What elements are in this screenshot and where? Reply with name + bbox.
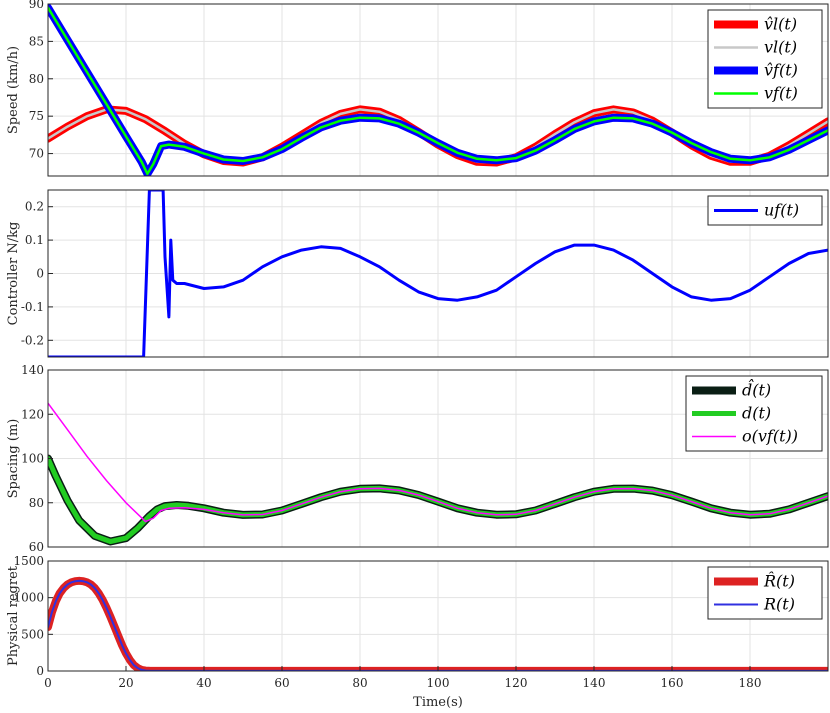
legend: R̂(t) R(t) [707,566,823,620]
series-line-4 [48,6,828,176]
legend-label: vf(t) [764,84,798,103]
legend-label: o(vf(t)) [742,427,798,446]
y-tick-label: 0.1 [25,233,44,247]
legend-label: d(t) [742,404,771,423]
y-tick-label: 1500 [13,554,44,568]
y-axis-label: Speed (km/h) [6,46,21,134]
legend: v̂l(t) vl(t) v̂f(t) vf(t) [707,9,823,109]
panel-3: 60 80 100 120 140 Spacing (m) d̂(t) d(t) o(vf(t)… [6,363,829,554]
y-tick-label: -0.1 [21,300,44,314]
x-axis-label: Time(s) [413,695,463,710]
series-group [48,4,828,176]
y-axis-label: Physical regret [6,565,21,666]
y-axis-label: Controller N/kg [6,222,21,326]
x-tick-label: 140 [583,676,606,690]
series-line-1 [48,190,828,357]
legend-label: v̂l(t) [764,15,797,34]
y-tick-label: 0 [36,267,44,281]
x-tick-label: 20 [118,676,133,690]
y-tick-label: 60 [29,540,44,554]
y-tick-label: 120 [21,407,44,421]
legend-label: R(t) [763,595,795,614]
panel-2: -0.2 -0.1 0 0.1 0.2 Controller N/kg uf(t) [6,189,829,358]
legend-box [707,566,823,620]
axes-frame [47,3,829,177]
y-axis-label: Spacing (m) [6,419,21,499]
x-axis: 0 20 40 60 80 100 120 140 160 180 Time(s) [44,666,761,710]
legend-label: d̂(t) [742,379,771,399]
y-tick-label: 100 [21,452,44,466]
x-tick-label: 160 [661,676,684,690]
x-tick-label: 60 [274,676,289,690]
series-group [48,402,828,546]
x-tick-label: 40 [196,676,211,690]
legend-label: vl(t) [764,38,797,57]
y-tick-label: 80 [29,72,44,86]
y-tick-label: 85 [29,34,44,48]
series-group [48,190,828,357]
y-tick-label: 0.2 [25,200,44,214]
y-tick-label: -0.2 [21,333,44,347]
y-tick-label: 0 [36,664,44,678]
y-tick-label: 1000 [13,591,44,605]
x-tick-label: 180 [739,676,762,690]
y-tick-label: 140 [21,363,44,377]
legend-label: uf(t) [764,201,799,220]
y-tick-label: 90 [29,0,44,11]
x-tick-label: 120 [505,676,528,690]
x-tick-label: 0 [44,676,52,690]
legend-label: R̂(t) [763,572,795,591]
y-tick-label: 70 [29,147,44,161]
legend: uf(t) [707,195,823,226]
y-tick-label: 75 [29,109,44,123]
y-tick-label: 80 [29,496,44,510]
x-tick-label: 100 [427,676,450,690]
series-line-3 [48,402,828,523]
legend-label: v̂f(t) [764,61,798,80]
legend: d̂(t) d(t) o(vf(t)) [685,375,823,452]
x-tick-label: 80 [352,676,367,690]
y-tick-label: 500 [21,627,44,641]
